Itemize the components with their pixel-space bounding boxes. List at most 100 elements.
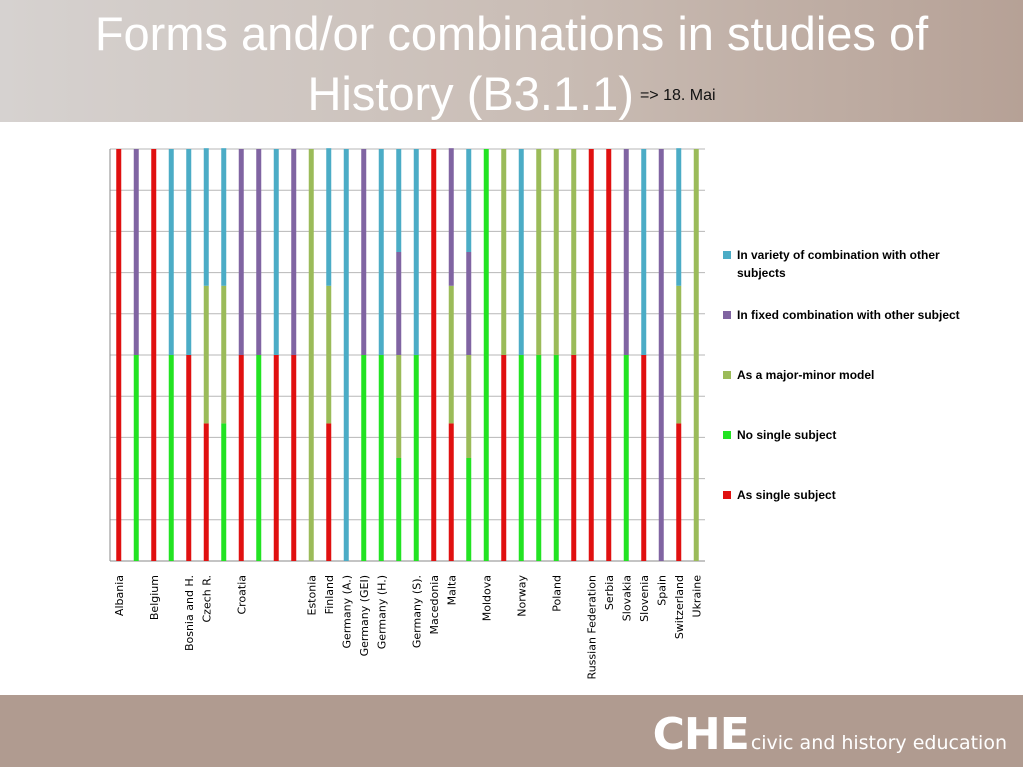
bar-segment-major_minor xyxy=(693,149,699,561)
bar-segment-no_single xyxy=(256,355,262,561)
x-tick-label: Macedonia xyxy=(428,575,441,635)
bar-segment-no_single xyxy=(396,458,402,561)
legend-swatch-fixed xyxy=(723,311,731,319)
bar-segment-major_minor xyxy=(676,285,682,424)
bar-segment-variety xyxy=(203,148,209,286)
bar-segment-single xyxy=(116,149,122,561)
bar-segment-major_minor xyxy=(501,149,507,355)
bar-segment-single xyxy=(291,355,297,561)
bar-segment-fixed xyxy=(658,149,664,561)
chart-legend: In variety of combination with other subj… xyxy=(723,248,960,502)
x-tick-label: Russian Federation xyxy=(585,575,598,679)
bar-segment-single xyxy=(186,355,192,561)
bar-segment-variety xyxy=(273,149,279,355)
x-tick-label: Slovenia xyxy=(638,575,651,622)
bar-segment-single xyxy=(501,355,507,561)
x-tick-label: Germany (GEI) xyxy=(358,575,371,656)
bar-segment-single xyxy=(676,423,682,561)
bar-segment-major_minor xyxy=(571,149,577,355)
bar-segment-major_minor xyxy=(308,149,314,561)
slide-title: Forms and/or combinations in studies of … xyxy=(0,4,1023,126)
bar-segment-fixed xyxy=(238,149,244,355)
bar-segment-fixed xyxy=(133,149,139,355)
bar-segment-single xyxy=(606,149,612,561)
bar-segment-no_single xyxy=(466,458,472,561)
bar-segment-major_minor xyxy=(326,285,332,424)
chart-grid xyxy=(109,148,705,562)
bar-segment-no_single xyxy=(553,355,559,561)
bar-segment-no_single xyxy=(413,355,419,561)
legend-label: As a major-minor model xyxy=(737,368,874,382)
bar-segment-no_single xyxy=(221,423,227,561)
bar-segment-no_single xyxy=(133,355,139,561)
x-tick-label: Malta xyxy=(445,575,458,605)
bar-segment-major_minor xyxy=(396,355,402,458)
bar-segment-variety xyxy=(518,149,524,355)
bar-segment-no_single xyxy=(623,355,629,561)
bar-segment-variety xyxy=(413,149,419,355)
bar-segment-no_single xyxy=(536,355,542,561)
x-tick-label: Albania xyxy=(113,575,126,616)
bar-segment-fixed xyxy=(361,149,367,355)
bar-segment-fixed xyxy=(466,252,472,355)
bar-segment-major_minor xyxy=(536,149,542,355)
x-tick-label: Germany (A.) xyxy=(340,575,353,648)
bar-segment-variety xyxy=(676,148,682,286)
bar-segment-single xyxy=(588,149,594,561)
title-line-1: Forms and/or combinations in studies of xyxy=(94,7,929,60)
bar-segment-single xyxy=(448,423,454,561)
title-line-2: History (B3.1.1) xyxy=(307,67,634,120)
x-tick-label: Croatia xyxy=(235,575,248,615)
bar-segment-major_minor xyxy=(448,285,454,424)
bar-segment-fixed xyxy=(291,149,297,355)
che-logo: CHE civic and history education xyxy=(653,709,1007,760)
x-tick-label: Bosnia and H. xyxy=(183,575,196,651)
bar-segment-fixed xyxy=(448,148,454,286)
logo-text: civic and history education xyxy=(750,732,1007,754)
bar-segment-fixed xyxy=(623,149,629,355)
slide-header: Forms and/or combinations in studies of … xyxy=(0,0,1023,122)
x-tick-label: Switzerland xyxy=(673,575,686,639)
bar-segment-single xyxy=(571,355,577,561)
x-tick-label: Moldova xyxy=(480,575,493,621)
x-tick-label: Ukraine xyxy=(690,575,703,618)
bar-segment-single xyxy=(641,355,647,561)
bar-segment-no_single xyxy=(378,355,384,561)
bar-segment-single xyxy=(431,149,437,561)
bar-segment-variety xyxy=(641,149,647,355)
bar-segment-major_minor xyxy=(203,285,209,424)
legend-swatch-no_single xyxy=(723,431,731,439)
legend-label: In fixed combination with other subject xyxy=(737,308,960,322)
x-tick-label: Serbia xyxy=(603,575,616,610)
x-tick-label: Poland xyxy=(550,575,563,612)
logo-bold: CHE xyxy=(652,709,750,760)
bar-segment-single xyxy=(273,355,279,561)
legend-label: In variety of combination with other xyxy=(737,248,940,262)
bar-segment-single xyxy=(151,149,157,561)
bar-segment-major_minor xyxy=(553,149,559,355)
x-tick-label: Finland xyxy=(323,575,336,614)
stacked-bar-chart: Albania Belgium Bosnia and H. Czech R. Croat… xyxy=(109,148,960,680)
bar-segment-fixed xyxy=(256,149,262,355)
legend-label: As single subject xyxy=(737,488,836,502)
bar-segment-variety xyxy=(396,149,402,252)
x-tick-label: Norway xyxy=(515,575,528,617)
x-tick-label: Czech R. xyxy=(200,575,213,623)
bar-segment-single xyxy=(238,355,244,561)
chart-x-labels: Albania Belgium Bosnia and H. Czech R. Croat… xyxy=(113,575,704,680)
bar-segment-major_minor xyxy=(221,285,227,424)
x-tick-label: Spain xyxy=(655,575,668,606)
x-tick-label: Germany (H.) xyxy=(375,575,388,649)
bar-segment-no_single xyxy=(483,149,489,561)
slide-footer: CHE civic and history education xyxy=(0,695,1023,767)
bar-segment-variety xyxy=(343,149,349,561)
bar-segment-variety xyxy=(186,149,192,355)
bar-segment-variety xyxy=(466,149,472,252)
bar-segment-single xyxy=(326,423,332,561)
legend-swatch-variety xyxy=(723,251,731,259)
x-tick-label: Germany (S). xyxy=(410,575,423,648)
legend-swatch-single xyxy=(723,491,731,499)
x-tick-label: Belgium xyxy=(148,575,161,620)
bar-segment-variety xyxy=(221,148,227,286)
bar-segment-no_single xyxy=(518,355,524,561)
